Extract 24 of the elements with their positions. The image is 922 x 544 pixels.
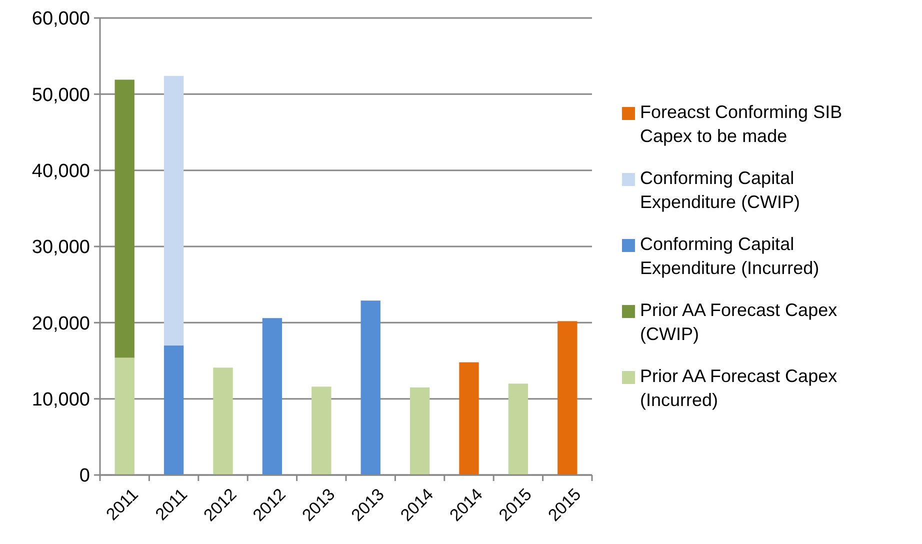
bar: [164, 346, 184, 475]
legend-label: Conforming Capital Expenditure (Incurred): [640, 234, 820, 278]
legend-label: Conforming Capital Expenditure (CWIP): [640, 168, 800, 212]
bar: [114, 80, 134, 358]
y-tick-label: 0: [79, 466, 90, 487]
legend-label: Prior AA Forecast Capex (Incurred): [640, 366, 838, 410]
y-tick-label: 60,000: [32, 8, 90, 30]
bar: [508, 384, 528, 475]
bar: [114, 358, 134, 475]
y-tick-label: 10,000: [32, 389, 90, 410]
bar: [213, 368, 233, 475]
y-tick-label: 20,000: [32, 313, 90, 334]
bar: [558, 321, 578, 475]
y-tick-label: 40,000: [32, 160, 90, 182]
bar: [262, 318, 282, 475]
bar: [459, 362, 479, 475]
legend-label: Foreacst Conforming SIB Capex to be made: [640, 102, 842, 146]
legend-label: Prior AA Forecast Capex (CWIP): [640, 300, 838, 344]
y-tick-label: 50,000: [32, 84, 90, 106]
bar: [360, 300, 380, 475]
y-tick-label: 30,000: [32, 237, 90, 258]
bar: [312, 386, 332, 475]
bar: [164, 76, 184, 346]
bar: [410, 387, 430, 475]
